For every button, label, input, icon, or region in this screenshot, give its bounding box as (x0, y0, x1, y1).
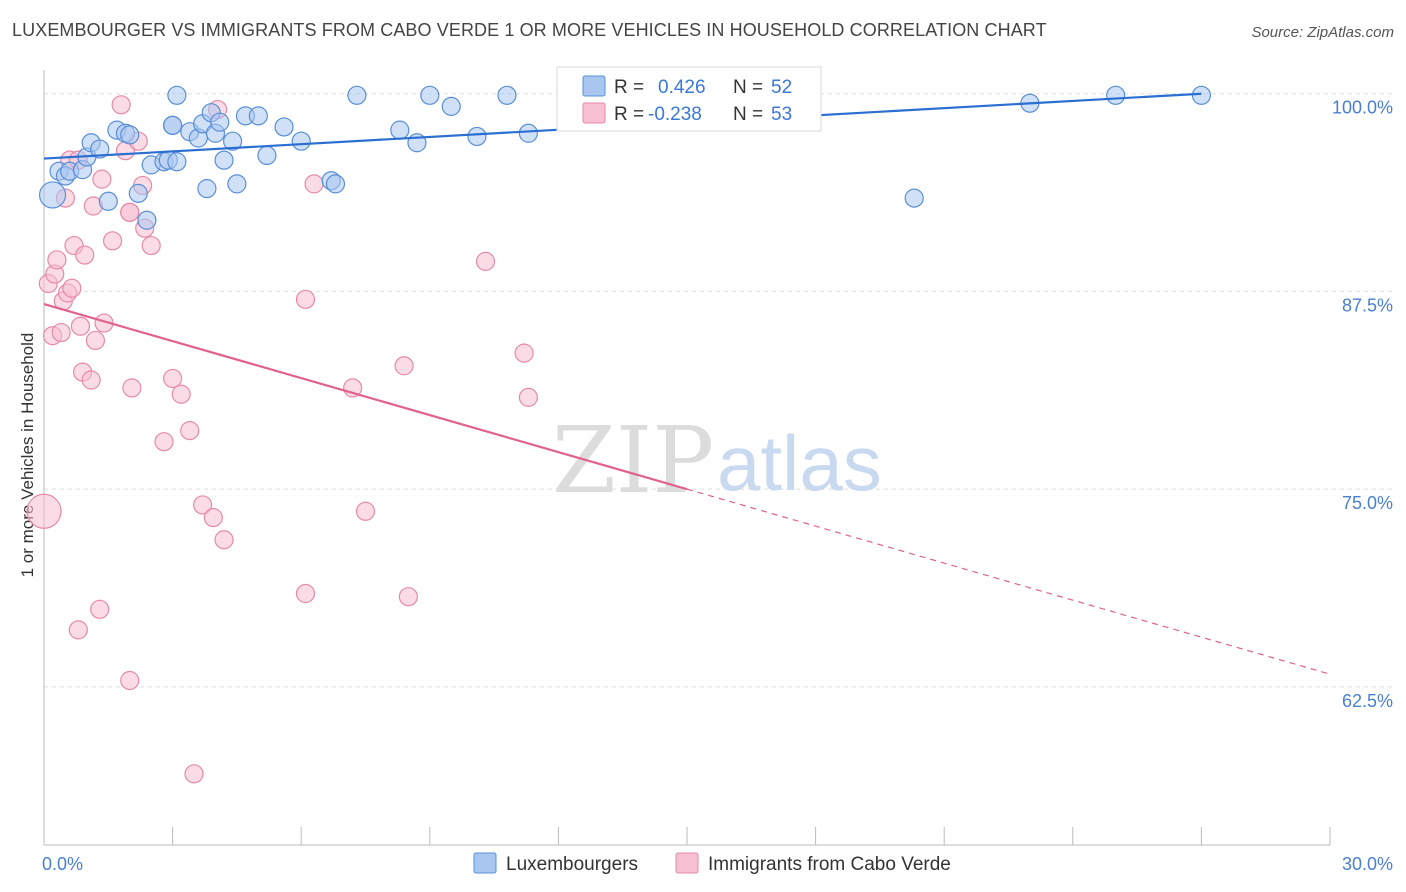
point-luxembourger (227, 174, 247, 194)
point-cabo-verde (295, 583, 316, 604)
legend-n-value: 52 (771, 77, 792, 98)
legend-label-luxembourgers: Luxembourgers (506, 854, 638, 875)
point-cabo-verde (120, 202, 140, 222)
point-luxembourger (120, 125, 140, 145)
point-luxembourger (291, 131, 311, 151)
point-luxembourger (248, 106, 268, 126)
point-luxembourger (518, 123, 538, 143)
watermark-atlas: atlas (717, 419, 882, 507)
point-luxembourger (257, 145, 277, 166)
point-cabo-verde (203, 508, 223, 528)
tick-labels: 100.0% 87.5% 75.0% 62.5% 0.0% 30.0% (42, 98, 1393, 874)
trend-line-cabo-verde (43, 303, 688, 491)
y-tick-label: 87.5% (1342, 295, 1393, 315)
point-luxembourger (137, 210, 157, 230)
legend-n-label: N = (733, 104, 763, 125)
legend-r-label: R = (614, 77, 644, 98)
watermark: ZIP atlas (552, 407, 882, 514)
point-luxembourger (223, 131, 243, 151)
point-cabo-verde (62, 278, 82, 298)
point-cabo-verde (120, 670, 140, 691)
trend-line-cabo-verde-extension (686, 488, 1331, 675)
legend-swatch-luxembourgers (473, 852, 497, 874)
point-cabo-verde (154, 432, 174, 452)
point-cabo-verde (141, 235, 161, 256)
point-cabo-verde (122, 378, 142, 398)
point-cabo-verde (47, 250, 67, 270)
point-cabo-verde (90, 599, 110, 619)
point-cabo-verde (518, 387, 538, 407)
point-cabo-verde (171, 384, 191, 404)
point-cabo-verde (475, 251, 496, 271)
bottom-legend: Luxembourgers Immigrants from Cabo Verde (473, 852, 951, 875)
point-cabo-verde (304, 174, 324, 194)
point-cabo-verde (394, 356, 414, 376)
legend-r-value: 0.426 (658, 77, 706, 98)
point-luxembourger (128, 183, 148, 203)
axes (43, 70, 1331, 846)
point-cabo-verde (295, 289, 316, 309)
legend-r-value: -0.238 (648, 104, 702, 125)
point-luxembourger (167, 85, 187, 105)
point-luxembourger (274, 117, 294, 137)
point-cabo-verde (184, 764, 204, 784)
point-luxembourger (441, 96, 461, 116)
point-cabo-verde (398, 587, 418, 607)
point-cabo-verde (51, 322, 71, 343)
point-cabo-verde (102, 231, 123, 251)
point-luxembourger (325, 174, 346, 194)
y-tick-label: 62.5% (1342, 691, 1393, 711)
point-luxembourger (497, 85, 517, 105)
point-luxembourger (197, 179, 217, 199)
point-luxembourger (163, 115, 183, 135)
point-cabo-verde (26, 493, 62, 529)
point-luxembourger (214, 150, 234, 170)
point-cabo-verde (68, 620, 88, 640)
point-cabo-verde (92, 169, 112, 189)
point-cabo-verde (111, 95, 131, 115)
point-luxembourger (420, 85, 440, 105)
correlation-legend: R = 0.426 N = 52 R = -0.238 N = 53 (556, 66, 822, 132)
series-luxembourgers-points (38, 85, 1212, 230)
x-tick-label: 30.0% (1342, 854, 1393, 874)
legend-n-label: N = (733, 77, 763, 98)
point-luxembourger (167, 152, 187, 172)
point-cabo-verde (81, 370, 101, 390)
point-luxembourger (467, 126, 487, 147)
point-cabo-verde (193, 495, 213, 515)
point-cabo-verde (355, 501, 376, 521)
point-luxembourger (90, 139, 110, 159)
legend-r-label: R = (614, 104, 644, 125)
point-luxembourger (390, 120, 410, 140)
point-cabo-verde (514, 343, 534, 363)
point-cabo-verde (75, 245, 95, 265)
watermark-zip: ZIP (552, 407, 714, 514)
y-tick-label: 100.0% (1332, 98, 1393, 118)
source-credit: Source: ZipAtlas.com (1251, 24, 1394, 41)
point-luxembourger (1106, 85, 1126, 105)
legend-swatch-cabo-verde (675, 852, 699, 874)
point-cabo-verde (70, 316, 91, 336)
legend-label-cabo-verde: Immigrants from Cabo Verde (708, 854, 951, 875)
point-cabo-verde (214, 530, 234, 550)
point-cabo-verde (85, 330, 106, 351)
point-luxembourger (347, 85, 367, 105)
point-luxembourger (1191, 85, 1212, 105)
legend-swatch-cabo-verde (582, 102, 606, 124)
legend-n-value: 53 (771, 104, 792, 125)
x-tick-label: 0.0% (42, 854, 83, 874)
legend-swatch-luxembourgers (582, 75, 606, 97)
point-luxembourger (210, 112, 230, 132)
y-tick-label: 75.0% (1342, 493, 1393, 513)
point-cabo-verde (163, 368, 183, 389)
point-luxembourger (98, 191, 118, 211)
point-cabo-verde (180, 421, 200, 441)
point-luxembourger (904, 188, 924, 208)
chart-title: LUXEMBOURGER VS IMMIGRANTS FROM CABO VER… (12, 20, 1047, 40)
point-luxembourger (38, 181, 67, 209)
